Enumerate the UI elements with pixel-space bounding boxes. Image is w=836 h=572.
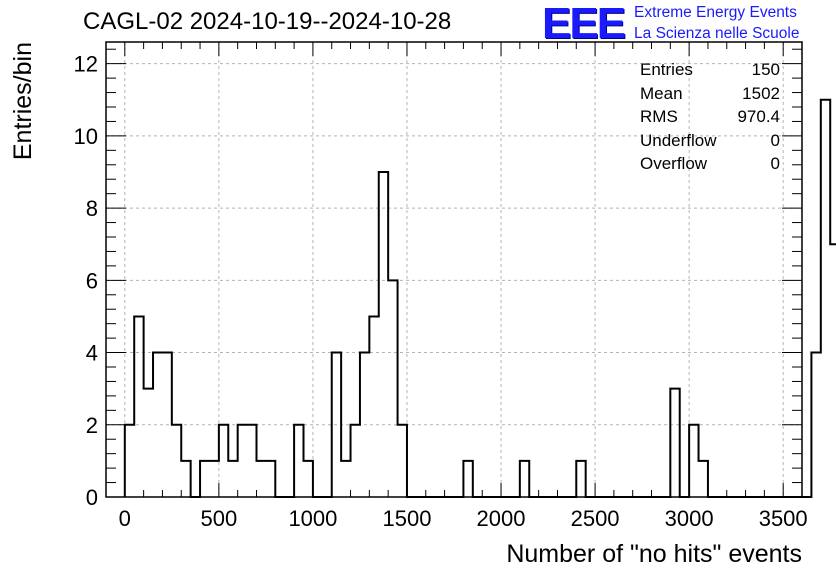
histogram-bin <box>811 353 820 497</box>
x-tick-label: 2500 <box>571 506 620 531</box>
histogram-bin <box>219 425 228 497</box>
stat-row-mean: Mean 1502 <box>640 82 780 106</box>
eee-logo: EEE Extreme Energy Events La Scienza nel… <box>542 2 800 46</box>
histogram-bin <box>689 425 698 497</box>
axis-ticks <box>105 42 803 498</box>
histogram-bin <box>134 316 143 497</box>
histogram-bin <box>256 461 265 497</box>
eee-logo-mark: EEE <box>542 0 626 48</box>
stat-label: RMS <box>640 107 678 126</box>
stat-row-rms: RMS 970.4 <box>640 105 780 129</box>
histogram-bin <box>388 280 397 497</box>
logo-line-2: La Scienza nelle Scuole <box>634 25 800 42</box>
histogram-bin <box>398 425 407 497</box>
y-tick-label: 6 <box>86 268 98 293</box>
histogram-bin <box>247 425 256 497</box>
histogram-bin <box>670 389 679 497</box>
histogram-bin <box>238 425 247 497</box>
histogram-bin <box>699 461 708 497</box>
stat-label: Entries <box>640 60 693 79</box>
histogram-bin <box>379 172 388 497</box>
stat-label: Mean <box>640 83 683 103</box>
chart-title: CAGL-02 2024-10-19--2024-10-28 <box>83 8 452 35</box>
stat-value: 0 <box>770 154 780 173</box>
histogram-bin <box>341 461 350 497</box>
y-tick-label: 2 <box>86 413 98 438</box>
x-tick-label: 1500 <box>382 506 431 531</box>
x-tick-label: 0 <box>119 506 131 531</box>
histogram-bin <box>351 425 360 497</box>
grid-lines <box>106 42 802 497</box>
histogram-bin <box>576 461 585 497</box>
y-tick-label: 10 <box>74 124 98 149</box>
histogram-bin <box>162 353 171 497</box>
x-tick-label: 500 <box>201 506 238 531</box>
histogram-bin <box>153 353 162 497</box>
y-axis-title: Entries/bin <box>9 42 37 160</box>
histogram-bin <box>209 461 218 497</box>
histogram-bin <box>821 100 830 497</box>
histogram-bin <box>144 389 153 497</box>
eee-logo-text: Extreme Energy Events La Scienza nelle S… <box>634 2 799 44</box>
histogram-bin <box>294 425 303 497</box>
stat-value: 1502 <box>742 83 780 103</box>
histogram-bin <box>181 461 190 497</box>
x-axis-title: Number of "no hits" events <box>506 540 802 568</box>
histogram-bin <box>830 244 836 497</box>
x-tick-label: 3000 <box>665 506 714 531</box>
x-tick-label: 2000 <box>477 506 526 531</box>
x-tick-label: 1000 <box>288 506 337 531</box>
histogram-bin <box>360 353 369 497</box>
stat-row-underflow: Underflow 0 <box>640 129 780 153</box>
histogram-bin <box>228 461 237 497</box>
stat-label: Overflow <box>640 154 708 173</box>
stat-value: 150 <box>751 60 780 79</box>
y-tick-label: 0 <box>86 485 98 510</box>
histogram-bin <box>463 461 472 497</box>
x-tick-label: 3500 <box>759 506 808 531</box>
histogram-bin <box>266 461 275 497</box>
histogram-bin <box>200 461 209 497</box>
stat-value: 0 <box>770 130 780 150</box>
stat-label: Underflow <box>640 130 717 150</box>
plot-frame <box>105 41 803 498</box>
histogram-bin <box>304 461 313 497</box>
y-tick-label: 12 <box>74 52 98 77</box>
stat-value: 970.4 <box>737 107 780 126</box>
stat-row-entries: Entries 150 <box>640 58 780 82</box>
logo-line-1: Extreme Energy Events <box>634 4 797 21</box>
stat-row-overflow: Overflow 0 <box>640 152 780 176</box>
histogram-bin <box>520 461 529 497</box>
histogram-bin <box>125 425 134 497</box>
y-tick-label: 8 <box>86 196 98 221</box>
y-tick-label: 4 <box>86 341 98 366</box>
histogram-bin <box>332 353 341 497</box>
stats-box: Entries 150 Mean 1502 RMS 970.4 Underflo… <box>640 58 780 176</box>
histogram-bin <box>369 316 378 497</box>
histogram-bin <box>172 425 181 497</box>
